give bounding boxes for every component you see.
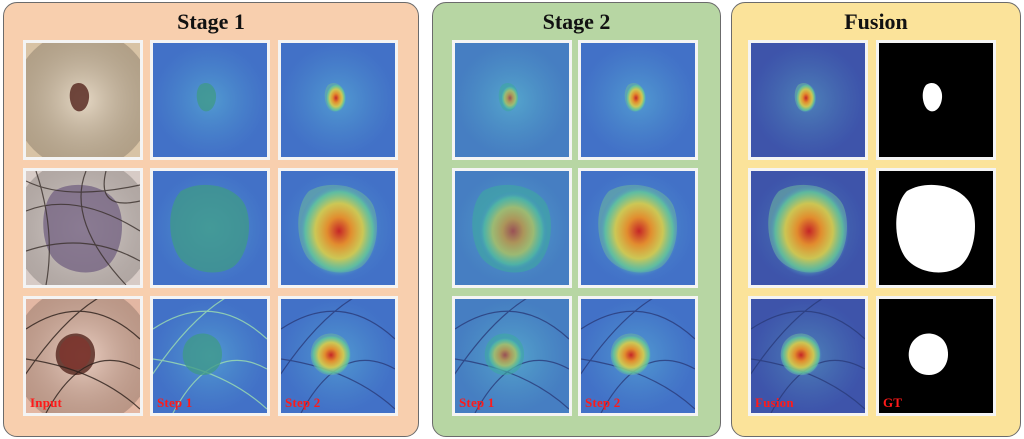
column-label: Fusion [755, 395, 794, 410]
stage2-title: Stage 2 [542, 9, 611, 34]
image-tile [578, 40, 698, 160]
column-label: Step 2 [285, 395, 321, 410]
image-tile [23, 168, 143, 288]
image-tile [278, 168, 398, 288]
image-tile [23, 40, 143, 160]
image-tile [876, 168, 996, 288]
image-tile: Step 1 [452, 296, 572, 416]
column-label: Step 1 [157, 395, 193, 410]
column-label: Step 2 [585, 395, 621, 410]
image-tile [452, 40, 572, 160]
image-tile [150, 168, 270, 288]
column-label: GT [883, 395, 903, 410]
image-tile: Step 1 [150, 296, 270, 416]
image-tile [278, 40, 398, 160]
image-tile [578, 168, 698, 288]
image-tile: Step 2 [278, 296, 398, 416]
image-tile [150, 40, 270, 160]
column-label: Step 1 [459, 395, 495, 410]
column-label: Input [30, 395, 63, 410]
image-tile: GT [876, 296, 996, 416]
image-tile: Fusion [748, 296, 868, 416]
fusion-title: Fusion [844, 9, 908, 34]
stage1-title: Stage 1 [177, 9, 245, 34]
image-tile: Step 2 [578, 296, 698, 416]
image-tile: Input [23, 296, 143, 416]
image-tile [876, 40, 996, 160]
image-tile [748, 40, 868, 160]
image-tile [748, 168, 868, 288]
image-tile [452, 168, 572, 288]
